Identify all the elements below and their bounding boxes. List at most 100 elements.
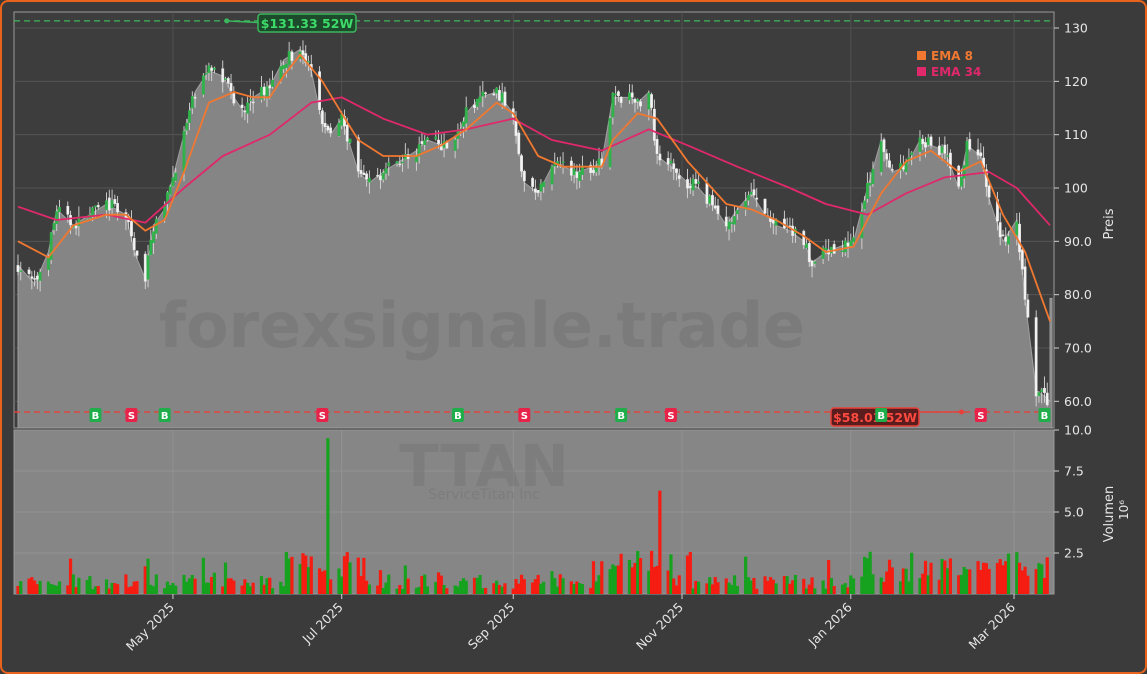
- volume-bar: [979, 570, 983, 594]
- volume-bar: [771, 579, 775, 594]
- candle-body: [110, 200, 114, 209]
- candle-body: [619, 97, 623, 103]
- candle-body: [805, 243, 808, 249]
- volume-bar: [890, 567, 894, 594]
- volume-bar: [359, 575, 363, 594]
- volume-bar: [104, 579, 109, 594]
- volume-bar: [616, 565, 620, 594]
- volume-bar: [423, 574, 427, 594]
- candle-body: [171, 177, 175, 187]
- candle-body: [168, 186, 172, 195]
- volume-bar: [497, 584, 502, 594]
- volume-bar: [688, 552, 692, 594]
- volume-bar: [91, 589, 95, 594]
- volume-bar: [174, 585, 178, 594]
- volume-bar: [381, 587, 385, 594]
- low-52w-label: $58.01 52W: [833, 410, 917, 425]
- volume-bar: [326, 438, 330, 594]
- volume-bar: [265, 578, 269, 594]
- volume-bar: [77, 577, 81, 594]
- candle-body: [224, 78, 227, 80]
- volume-bar: [995, 562, 1000, 594]
- signal-label: S: [128, 411, 135, 422]
- candle-body: [843, 240, 847, 253]
- volume-bar: [309, 556, 313, 594]
- candle-body: [229, 82, 233, 92]
- volume-bar: [226, 578, 230, 594]
- candle-body: [763, 198, 767, 214]
- candle-body: [484, 92, 487, 94]
- candle-body: [533, 188, 537, 193]
- volume-bar: [46, 581, 51, 594]
- volume-bar: [763, 576, 767, 594]
- candle-body: [716, 205, 720, 214]
- candle-body: [616, 91, 620, 97]
- candle-body: [132, 238, 136, 251]
- volume-bar: [503, 583, 507, 594]
- date-tick-label: Jul 2025: [299, 600, 346, 647]
- legend: EMA 8 EMA 34: [917, 49, 981, 79]
- candle-body: [423, 139, 427, 146]
- candle-body: [74, 225, 78, 229]
- candle-body: [1015, 221, 1019, 236]
- volume-bar: [201, 557, 205, 594]
- candle-body: [686, 179, 689, 189]
- volume-bars: [16, 438, 1049, 594]
- candle-body: [329, 127, 333, 134]
- signal-label: B: [617, 411, 625, 422]
- volume-bar: [863, 556, 867, 594]
- low-52w-box: [830, 407, 920, 427]
- candle-body: [542, 181, 546, 188]
- candle-body: [246, 102, 250, 114]
- candle-body: [193, 97, 197, 99]
- volume-bar: [785, 576, 789, 594]
- volume-bar: [821, 580, 825, 594]
- ema34-line: [17, 96, 1051, 226]
- volume-bar: [752, 577, 756, 594]
- candle-body: [96, 205, 100, 208]
- candle-body: [58, 207, 61, 212]
- candle-body: [492, 93, 496, 96]
- volume-bar: [824, 588, 828, 594]
- candle-body: [27, 269, 31, 274]
- candle-body: [464, 107, 468, 124]
- volume-bar: [802, 578, 806, 594]
- volume-bar: [807, 584, 811, 594]
- volume-bar: [910, 552, 914, 594]
- volume-bar: [453, 585, 457, 594]
- volume-bar: [464, 580, 468, 594]
- volume-bar: [243, 579, 247, 594]
- candle-body: [210, 67, 214, 71]
- volume-bar: [946, 568, 950, 594]
- candle-body: [379, 175, 382, 181]
- volume-bar: [400, 588, 405, 594]
- volume-bar: [362, 557, 366, 594]
- volume-bar: [813, 588, 817, 594]
- volume-bar: [143, 566, 147, 594]
- candle-body: [94, 205, 97, 208]
- candle-body: [271, 79, 274, 87]
- volume-bar: [456, 586, 460, 594]
- volume-bar: [511, 588, 515, 594]
- candle-body: [260, 87, 263, 100]
- candle-body: [384, 168, 388, 174]
- signal-label: S: [667, 411, 674, 422]
- volume-bar: [580, 584, 585, 594]
- volume-bar: [904, 568, 908, 594]
- candle-body: [318, 71, 321, 111]
- volume-bar: [259, 576, 264, 594]
- volume-bar: [962, 567, 966, 594]
- candle-body: [1045, 392, 1049, 406]
- volume-bar: [879, 577, 883, 594]
- volume-bar: [495, 580, 499, 594]
- volume-bar: [677, 575, 681, 594]
- candle-body: [268, 85, 272, 89]
- candle-body: [301, 50, 305, 55]
- volume-bar: [658, 490, 662, 594]
- candle-body: [666, 158, 670, 165]
- volume-bar: [517, 583, 521, 594]
- candle-body: [633, 98, 637, 103]
- volume-bar: [694, 580, 698, 594]
- volume-bar: [691, 588, 695, 594]
- candle-body: [243, 110, 247, 112]
